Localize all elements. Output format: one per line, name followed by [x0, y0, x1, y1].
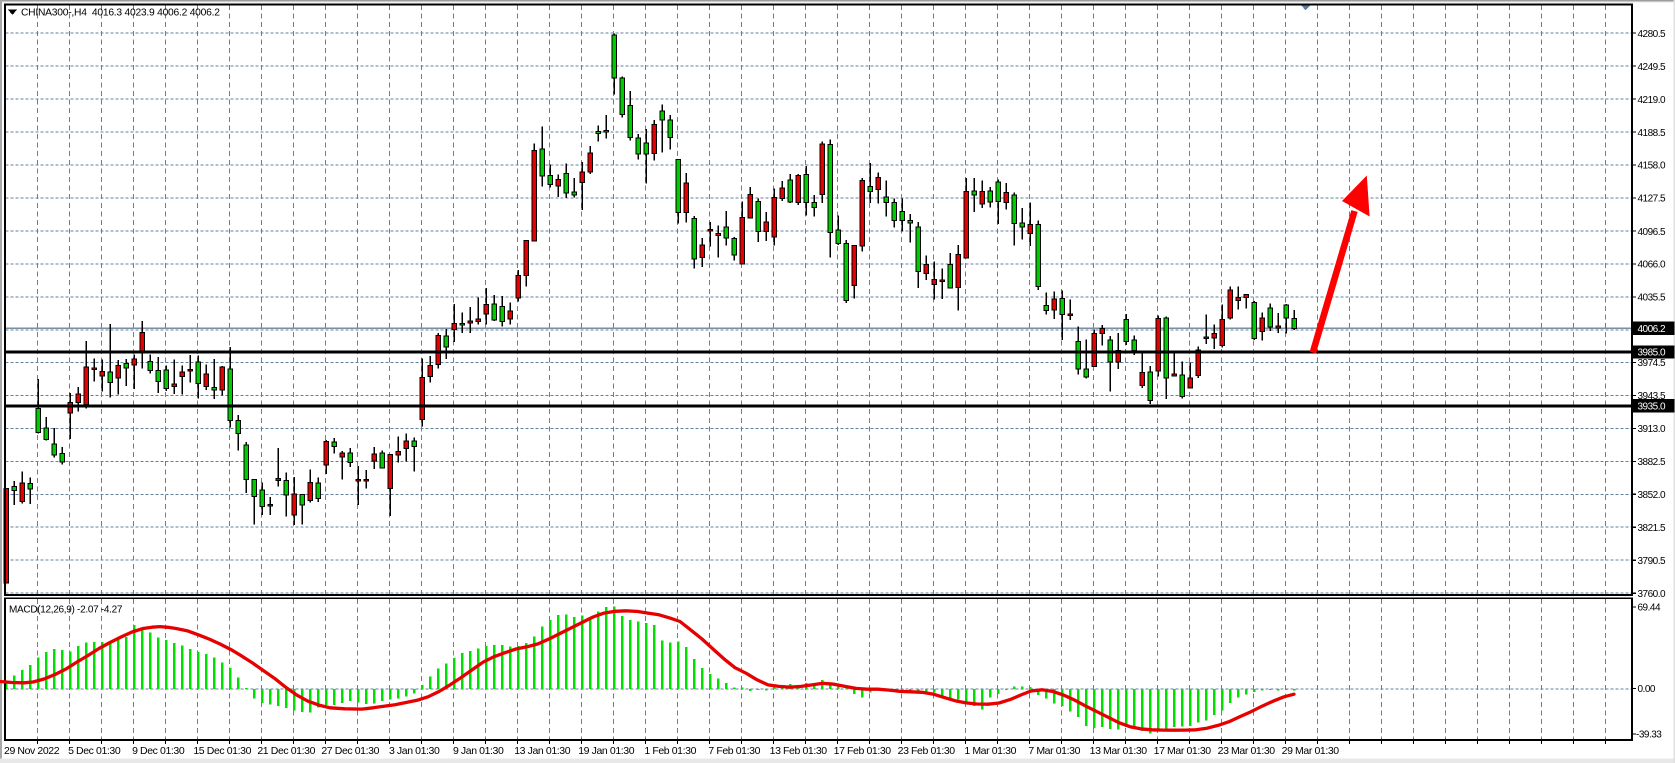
svg-text:1 Mar 01:30: 1 Mar 01:30 [964, 745, 1016, 757]
svg-text:3821.5: 3821.5 [1638, 523, 1667, 534]
svg-text:3974.5: 3974.5 [1638, 358, 1667, 369]
svg-text:13 Mar 01:30: 13 Mar 01:30 [1090, 745, 1148, 757]
svg-text:15 Dec 01:30: 15 Dec 01:30 [193, 745, 251, 757]
svg-text:13 Feb 01:30: 13 Feb 01:30 [770, 745, 828, 757]
svg-text:-39.33: -39.33 [1636, 730, 1662, 741]
svg-text:1 Feb 01:30: 1 Feb 01:30 [644, 745, 696, 757]
svg-text:3882.5: 3882.5 [1638, 457, 1667, 468]
svg-text:4219.0: 4219.0 [1638, 95, 1667, 106]
svg-text:3760.0: 3760.0 [1638, 589, 1667, 600]
svg-text:3 Jan 01:30: 3 Jan 01:30 [389, 745, 440, 757]
svg-text:23 Mar 01:30: 23 Mar 01:30 [1218, 745, 1276, 757]
svg-text:4127.5: 4127.5 [1638, 194, 1667, 205]
svg-text:9 Jan 01:30: 9 Jan 01:30 [453, 745, 504, 757]
svg-text:3935.0: 3935.0 [1638, 402, 1667, 413]
svg-text:3913.0: 3913.0 [1638, 424, 1667, 435]
svg-text:4066.0: 4066.0 [1638, 260, 1667, 271]
svg-text:MACD(12,26,9) -2.07 -4.27: MACD(12,26,9) -2.07 -4.27 [9, 605, 123, 616]
svg-text:7 Mar 01:30: 7 Mar 01:30 [1028, 745, 1080, 757]
svg-text:0.00: 0.00 [1638, 684, 1656, 695]
svg-text:3943.5: 3943.5 [1638, 391, 1667, 402]
svg-text:3790.5: 3790.5 [1638, 556, 1667, 567]
svg-text:17 Mar 01:30: 17 Mar 01:30 [1154, 745, 1212, 757]
svg-text:4188.5: 4188.5 [1638, 128, 1667, 139]
svg-text:4035.5: 4035.5 [1638, 293, 1667, 304]
svg-text:21 Dec 01:30: 21 Dec 01:30 [257, 745, 315, 757]
svg-text:29 Mar 01:30: 29 Mar 01:30 [1282, 745, 1340, 757]
svg-text:4006.2: 4006.2 [1638, 324, 1667, 335]
svg-text:4158.0: 4158.0 [1638, 161, 1667, 172]
svg-text:27 Dec 01:30: 27 Dec 01:30 [321, 745, 379, 757]
svg-text:3852.0: 3852.0 [1638, 490, 1667, 501]
svg-text:3985.0: 3985.0 [1638, 348, 1667, 359]
svg-text:17 Feb 01:30: 17 Feb 01:30 [834, 745, 892, 757]
svg-text:4280.5: 4280.5 [1638, 29, 1667, 40]
svg-text:29 Nov 2022: 29 Nov 2022 [4, 745, 60, 757]
svg-text:19 Jan 01:30: 19 Jan 01:30 [578, 745, 634, 757]
svg-text:4249.5: 4249.5 [1638, 62, 1667, 73]
svg-text:4096.5: 4096.5 [1638, 227, 1667, 238]
svg-text:5 Dec 01:30: 5 Dec 01:30 [68, 745, 121, 757]
svg-text:69.44: 69.44 [1638, 603, 1661, 614]
svg-text:9 Dec 01:30: 9 Dec 01:30 [132, 745, 185, 757]
svg-text:13 Jan 01:30: 13 Jan 01:30 [514, 745, 570, 757]
svg-text:23 Feb 01:30: 23 Feb 01:30 [898, 745, 956, 757]
svg-text:7 Feb 01:30: 7 Feb 01:30 [708, 745, 760, 757]
svg-text:CHINA300-,H4 4016.3 4023.9 40: CHINA300-,H4 4016.3 4023.9 4006.2 4006.2 [21, 8, 220, 19]
